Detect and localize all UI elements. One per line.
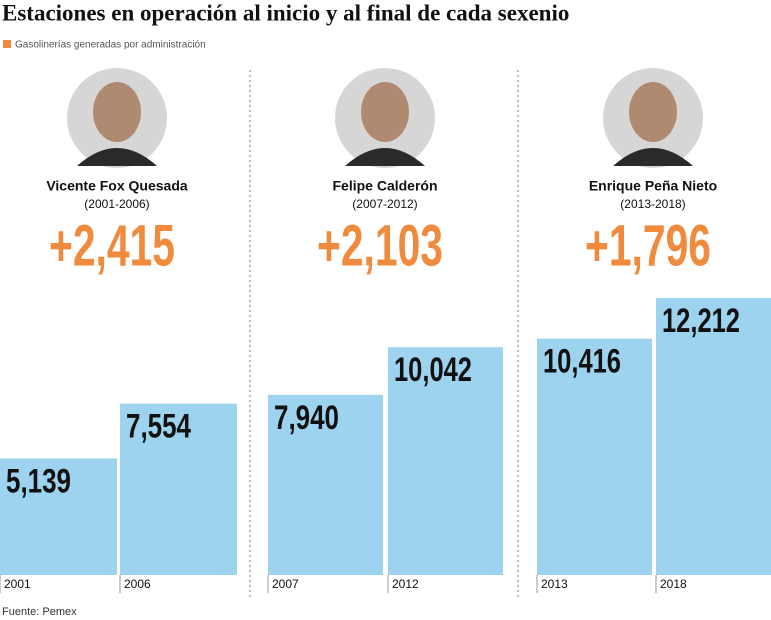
legend-label: Gasolinerías generadas por administració…: [15, 40, 206, 51]
value-label: 10,042: [394, 351, 472, 389]
portrait-body: [613, 148, 693, 166]
value-label: 5,139: [6, 462, 71, 500]
panel-title: Felipe Calderón: [332, 178, 437, 194]
panel-subtitle: (2007-2012): [352, 197, 417, 211]
x-tick-label: 2013: [541, 577, 568, 591]
panel-subtitle: (2001-2006): [84, 197, 149, 211]
panel-title: Vicente Fox Quesada: [46, 178, 188, 194]
annotation: +2,415: [49, 213, 175, 278]
x-tick-label: 2018: [660, 577, 687, 591]
annotation: +1,796: [585, 213, 711, 278]
portrait-body: [77, 148, 157, 166]
portrait-body: [345, 148, 425, 166]
x-tick-label: 2007: [272, 577, 299, 591]
value-label: 7,554: [126, 408, 191, 446]
source: Fuente: Pemex: [2, 606, 77, 618]
value-label: 10,416: [543, 343, 621, 381]
portrait-head: [361, 82, 409, 142]
bar: [537, 338, 652, 575]
value-label: 12,212: [662, 302, 740, 340]
value-label: 7,940: [274, 399, 339, 437]
legend-swatch: [3, 40, 11, 48]
chart-title: Estaciones en operación al inicio y al f…: [2, 0, 569, 25]
panel-title: Enrique Peña Nieto: [589, 178, 717, 194]
bar: [656, 298, 771, 575]
x-tick-label: 2006: [124, 577, 151, 591]
portrait-head: [629, 82, 677, 142]
portrait-head: [93, 82, 141, 142]
bar: [120, 403, 237, 575]
annotation: +2,103: [317, 213, 443, 278]
bar: [0, 458, 117, 575]
bar: [388, 347, 503, 575]
bar: [268, 394, 383, 575]
x-tick-label: 2001: [4, 577, 31, 591]
panel-subtitle: (2013-2018): [620, 197, 685, 211]
x-tick-label: 2012: [392, 577, 419, 591]
